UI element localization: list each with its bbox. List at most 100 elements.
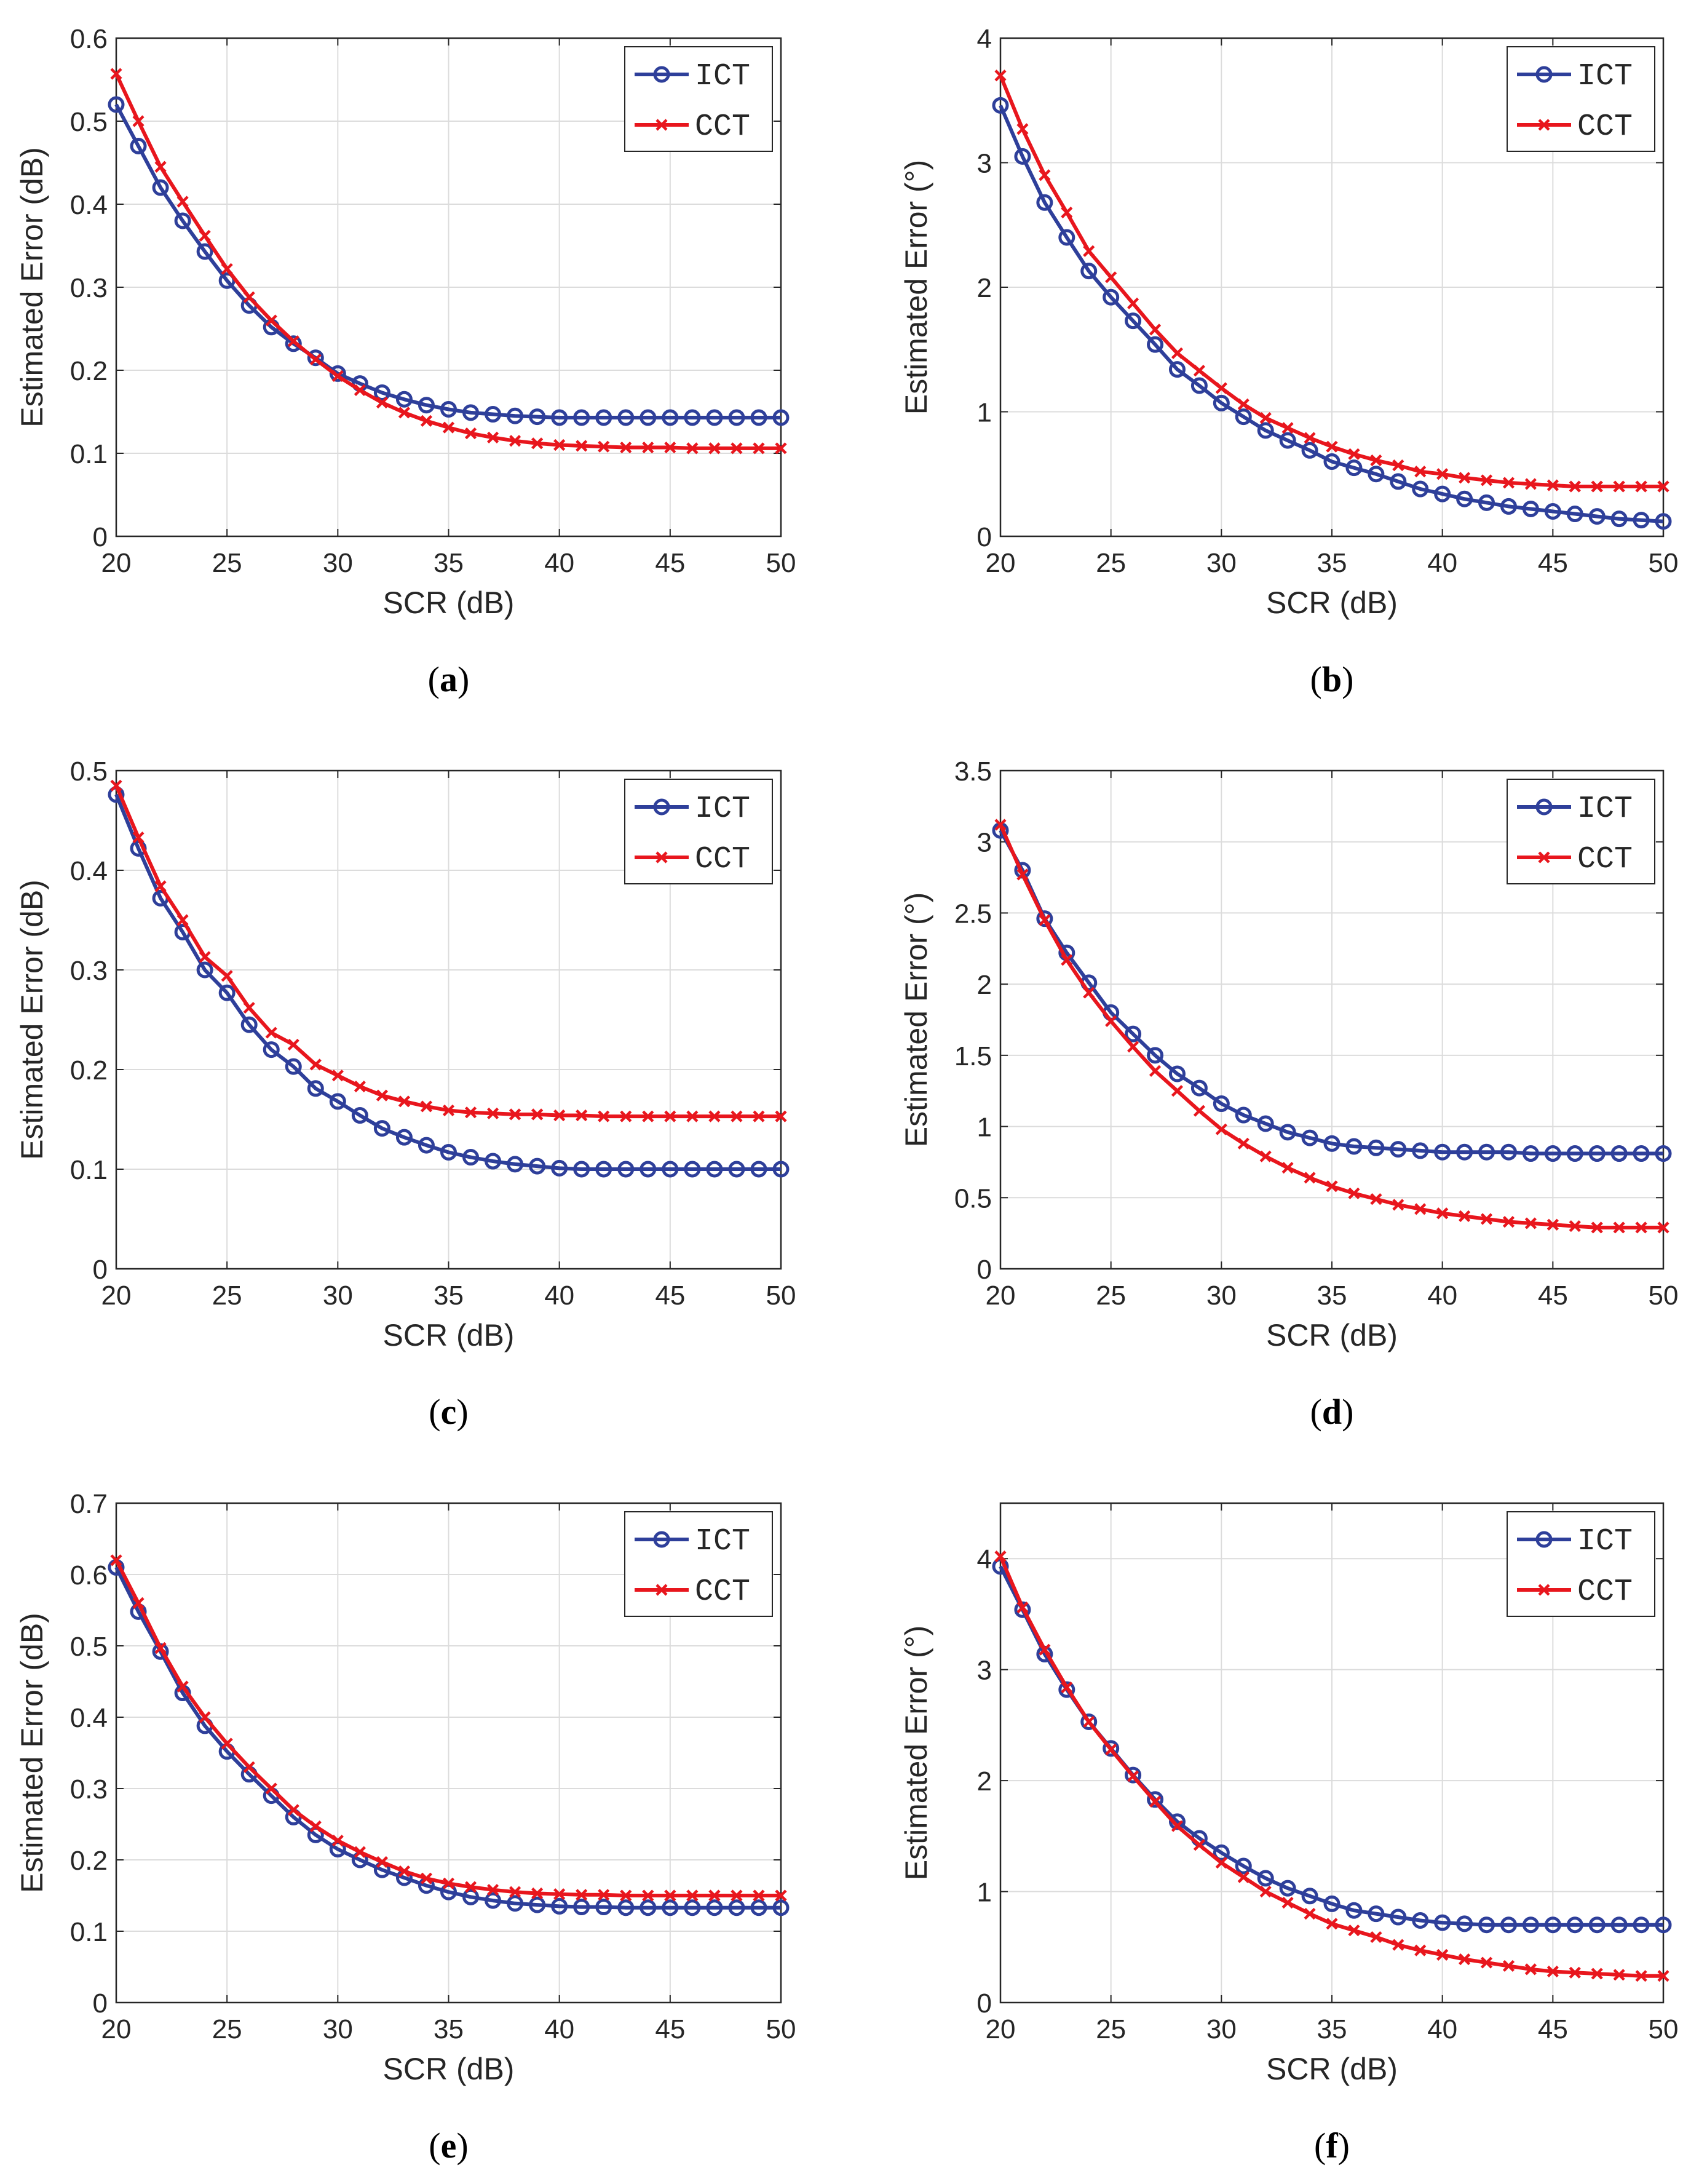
data-point bbox=[329, 365, 346, 382]
data-point bbox=[1414, 466, 1427, 478]
data-point bbox=[1345, 1138, 1363, 1155]
y-tick-label: 0.3 bbox=[70, 1774, 108, 1805]
data-point bbox=[442, 1877, 455, 1889]
data-point bbox=[686, 1110, 699, 1122]
data-point bbox=[398, 1095, 411, 1108]
data-point bbox=[1414, 1203, 1427, 1215]
data-point bbox=[1524, 1963, 1537, 1976]
subfigure-caption: (b) bbox=[1310, 659, 1354, 699]
data-point bbox=[1348, 1187, 1360, 1199]
legend-marker bbox=[1535, 798, 1553, 816]
data-point bbox=[1478, 494, 1495, 511]
data-point bbox=[772, 1161, 790, 1178]
x-tick-label: 20 bbox=[986, 2014, 1016, 2044]
data-point bbox=[486, 1107, 499, 1119]
y-tick-label: 0.1 bbox=[70, 1155, 108, 1185]
x-tick-label: 35 bbox=[434, 1281, 464, 1311]
x-tick-label: 25 bbox=[212, 1281, 242, 1311]
data-point bbox=[329, 1093, 346, 1110]
data-point bbox=[218, 984, 236, 1001]
data-point bbox=[1127, 1041, 1139, 1053]
data-point bbox=[598, 440, 610, 453]
data-point bbox=[395, 1129, 413, 1146]
series-ict bbox=[108, 96, 790, 426]
y-axis-label: Estimated Error (dB) bbox=[15, 1613, 49, 1893]
data-point bbox=[1190, 377, 1208, 394]
data-point bbox=[420, 415, 433, 427]
data-point bbox=[1591, 1968, 1603, 1980]
x-tick-label: 25 bbox=[212, 2014, 242, 2044]
data-point bbox=[1610, 510, 1628, 528]
data-point bbox=[1569, 480, 1581, 493]
data-point bbox=[1456, 1143, 1473, 1161]
x-axis-label: SCR (dB) bbox=[1266, 1318, 1398, 1352]
data-point bbox=[1125, 1025, 1142, 1042]
y-tick-label: 0.4 bbox=[70, 1703, 108, 1733]
data-point bbox=[1655, 1916, 1672, 1934]
y-tick-label: 0.1 bbox=[70, 1917, 108, 1947]
series-cct bbox=[110, 779, 787, 1122]
data-point bbox=[1323, 1895, 1341, 1912]
data-point bbox=[662, 1161, 679, 1178]
data-point bbox=[1237, 1871, 1249, 1883]
legend-item-ict: ICT bbox=[1517, 792, 1633, 827]
legend-box bbox=[624, 46, 773, 152]
data-point bbox=[1434, 485, 1451, 502]
data-point bbox=[1171, 1085, 1184, 1097]
series-cct bbox=[110, 68, 787, 455]
data-point bbox=[285, 1058, 302, 1075]
data-point bbox=[1655, 513, 1672, 530]
data-point bbox=[1657, 1221, 1669, 1234]
data-point bbox=[509, 1886, 521, 1898]
data-point bbox=[753, 442, 765, 455]
x-tick-label: 30 bbox=[323, 1281, 353, 1311]
data-point bbox=[573, 1161, 590, 1178]
data-point bbox=[509, 435, 521, 447]
data-point bbox=[1502, 1216, 1515, 1228]
data-point bbox=[420, 1100, 433, 1113]
data-point bbox=[1390, 1141, 1407, 1158]
data-point bbox=[551, 409, 568, 426]
data-point bbox=[351, 1107, 368, 1124]
data-point bbox=[1368, 1905, 1385, 1923]
x-tick-label: 35 bbox=[1317, 2014, 1347, 2044]
x-tick-label: 30 bbox=[1206, 548, 1237, 578]
subfigure-caption: (f) bbox=[1314, 2126, 1350, 2166]
series-cct bbox=[994, 819, 1669, 1234]
data-point bbox=[507, 407, 524, 424]
data-point bbox=[684, 1161, 701, 1178]
data-point bbox=[1168, 361, 1186, 378]
data-point bbox=[1547, 1965, 1559, 1978]
data-point bbox=[1213, 1095, 1230, 1113]
legend-item-ict: ICT bbox=[1517, 59, 1633, 94]
data-point bbox=[485, 406, 502, 423]
data-point bbox=[728, 409, 745, 426]
legend-box bbox=[624, 1511, 773, 1617]
data-point bbox=[1061, 954, 1073, 966]
data-point bbox=[1478, 1916, 1495, 1934]
x-tick-label: 40 bbox=[544, 2014, 574, 2044]
data-point bbox=[1039, 1643, 1051, 1656]
chart-e: 20 25 30 35 40 45 50 0 0.1 0.2 0.3 0.4 0.5 0.6 0.7 SCR … bbox=[15, 1489, 796, 2166]
y-tick-label: 0.1 bbox=[70, 439, 108, 469]
data-point bbox=[642, 1110, 654, 1122]
x-tick-label: 40 bbox=[544, 1281, 574, 1311]
data-point bbox=[1588, 1145, 1606, 1162]
x-tick-label: 25 bbox=[212, 548, 242, 578]
data-point bbox=[1039, 169, 1051, 181]
data-point bbox=[354, 1846, 366, 1858]
data-point bbox=[775, 1110, 787, 1122]
data-point bbox=[640, 409, 657, 426]
legend-item-cct: CCT bbox=[635, 1574, 750, 1610]
data-point bbox=[154, 1642, 167, 1654]
x-tick-label: 20 bbox=[986, 1281, 1016, 1311]
legend-marker bbox=[1535, 66, 1553, 83]
x-tick-label: 50 bbox=[766, 2014, 796, 2044]
data-point bbox=[1301, 1888, 1318, 1905]
data-point bbox=[486, 431, 499, 443]
x-tick-label: 45 bbox=[1538, 2014, 1568, 2044]
data-point bbox=[1370, 1931, 1382, 1944]
data-point bbox=[132, 831, 145, 844]
legend-item-cct: CCT bbox=[1517, 1574, 1633, 1610]
data-point bbox=[1323, 1135, 1341, 1152]
